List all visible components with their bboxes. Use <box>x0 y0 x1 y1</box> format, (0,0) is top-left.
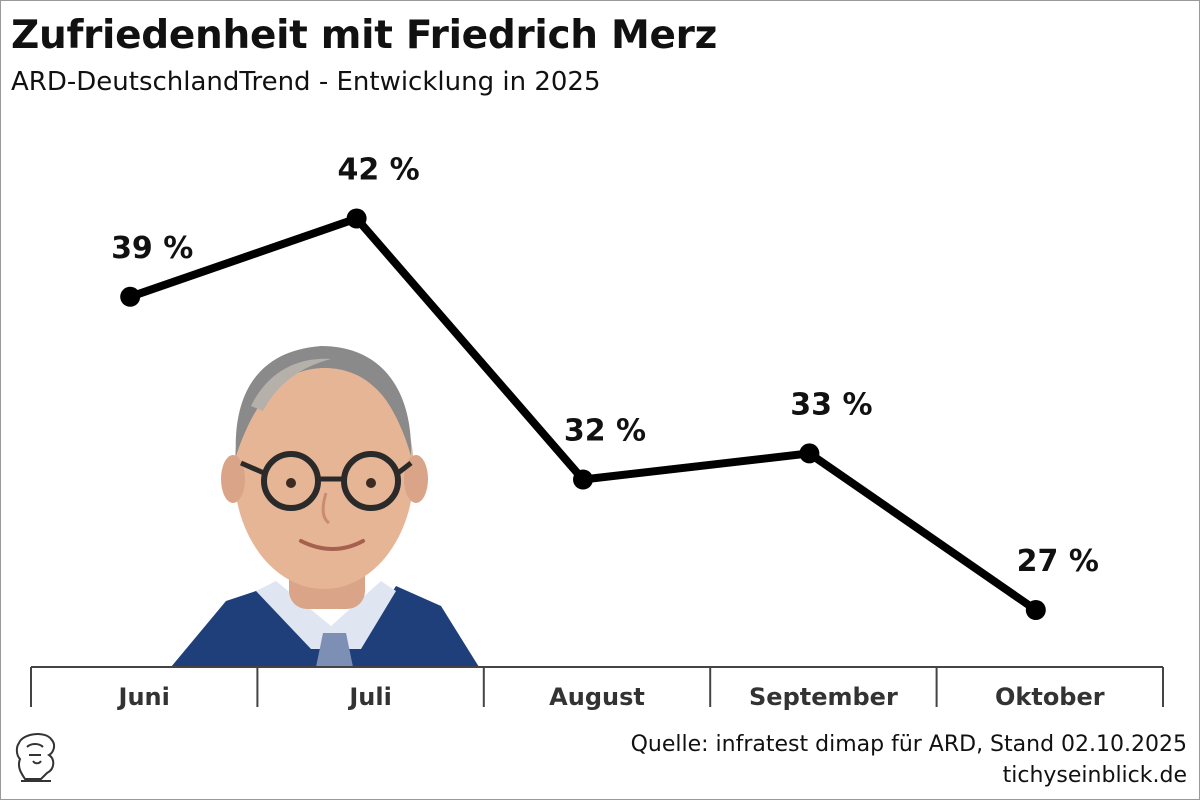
data-point <box>799 443 820 464</box>
lion-logo-icon <box>11 729 61 785</box>
x-tick-label: Juli <box>347 683 391 711</box>
site-credit: tichyseinblick.de <box>1002 763 1187 788</box>
data-point <box>120 286 141 307</box>
data-label: 39 % <box>111 231 193 266</box>
x-tick-label: August <box>549 683 645 711</box>
data-point <box>1025 600 1046 620</box>
chart-title: Zufriedenheit mit Friedrich Merz <box>11 13 717 58</box>
data-label: 32 % <box>564 414 646 449</box>
data-point <box>573 469 593 490</box>
data-label: 27 % <box>1017 544 1099 579</box>
x-axis: Juni Juli August September Oktober <box>30 666 1164 711</box>
data-label: 33 % <box>790 387 872 422</box>
data-point <box>346 208 367 229</box>
x-tick-label: Juni <box>117 683 170 711</box>
chart-subtitle: ARD-DeutschlandTrend - Entwicklung in 20… <box>11 67 601 97</box>
x-tick-label: Oktober <box>995 683 1105 711</box>
source-note: Quelle: infratest dimap für ARD, Stand 0… <box>630 732 1187 757</box>
data-label: 42 % <box>337 153 419 188</box>
x-tick-label: September <box>749 683 898 711</box>
portrait-image <box>171 346 479 667</box>
